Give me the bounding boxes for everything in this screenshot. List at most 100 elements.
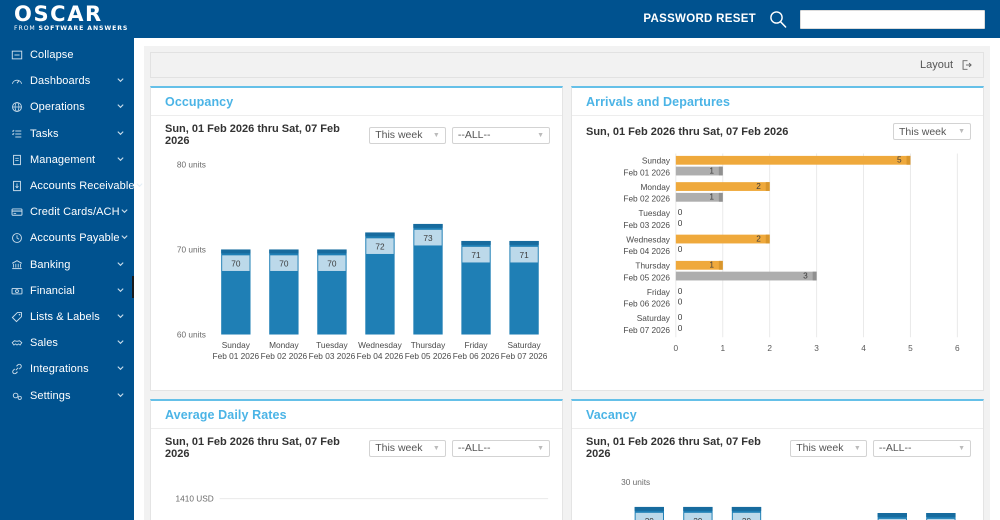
svg-text:Sunday: Sunday <box>222 340 251 350</box>
search-input[interactable] <box>800 9 985 29</box>
svg-text:0: 0 <box>674 343 679 353</box>
chevron-down-icon: ▼ <box>432 131 440 139</box>
sidebar-item-sales[interactable]: Sales <box>0 330 134 356</box>
sidebar-collapse-label: Collapse <box>30 49 74 62</box>
svg-text:Feb 04 2026: Feb 04 2026 <box>623 246 670 256</box>
dashboard-frame: Layout Occupancy Sun, 01 Feb 2026 thru S… <box>144 46 990 520</box>
chevron-down-icon <box>120 206 130 218</box>
svg-text:Wednesday: Wednesday <box>626 234 671 244</box>
arrivals-controls: Sun, 01 Feb 2026 thru Sat, 07 Feb 2026 T… <box>572 116 983 144</box>
sidebar-item-collapse[interactable]: Collapse <box>0 42 134 68</box>
svg-text:29: 29 <box>742 516 752 520</box>
collapse-icon <box>9 49 24 61</box>
sidebar-item-operations[interactable]: Operations <box>0 94 134 120</box>
clock-money-icon <box>9 232 24 244</box>
vacancy-chart[interactable]: 30 units2929292828 <box>582 464 973 520</box>
sidebar-label: Credit Cards/ACH <box>30 206 120 219</box>
panel-title-occupancy: Occupancy <box>151 88 562 116</box>
sidebar-item-settings[interactable]: Settings <box>0 382 134 408</box>
svg-text:Feb 05 2026: Feb 05 2026 <box>623 272 670 282</box>
svg-text:Sunday: Sunday <box>642 156 671 166</box>
svg-text:0: 0 <box>678 218 683 228</box>
adr-chart-area: 1410 USD1400 USD1399.251403.361403.36140… <box>151 464 562 520</box>
svg-text:Feb 01 2026: Feb 01 2026 <box>213 351 260 361</box>
occupancy-period-value: This week <box>375 129 423 141</box>
sidebar-item-financial[interactable]: Financial <box>0 278 134 304</box>
password-reset-link[interactable]: PASSWORD RESET <box>643 13 756 25</box>
svg-text:Thursday: Thursday <box>411 340 446 350</box>
adr-chart[interactable]: 1410 USD1400 USD1399.251403.361403.36140… <box>161 464 552 520</box>
sidebar-item-tasks[interactable]: Tasks <box>0 121 134 147</box>
svg-text:Feb 04 2026: Feb 04 2026 <box>357 351 404 361</box>
chevron-down-icon <box>116 101 126 113</box>
chevron-down-icon <box>135 180 145 192</box>
panel-occupancy: Occupancy Sun, 01 Feb 2026 thru Sat, 07 … <box>150 86 563 391</box>
chevron-down-icon <box>116 363 126 375</box>
adr-controls: Sun, 01 Feb 2026 thru Sat, 07 Feb 2026 T… <box>151 429 562 464</box>
sidebar-label: Settings <box>30 389 71 402</box>
chevron-down-icon: ▼ <box>958 444 965 452</box>
top-header-bar: OSCAR FROM SOFTWARE ANSWERS PASSWORD RES… <box>0 0 1000 38</box>
svg-text:1: 1 <box>709 165 714 175</box>
vacancy-period-select[interactable]: This week ▼ <box>790 439 867 457</box>
svg-text:29: 29 <box>693 516 703 520</box>
export-arrow-icon[interactable] <box>961 59 973 71</box>
sidebar-item-accounts-receivable[interactable]: Accounts Receivable <box>0 173 143 199</box>
invoice-in-icon <box>9 180 24 192</box>
sidebar-label: Accounts Payable <box>30 232 120 245</box>
svg-text:5: 5 <box>908 343 913 353</box>
svg-text:Feb 06 2026: Feb 06 2026 <box>453 351 500 361</box>
search-icon[interactable] <box>768 9 788 29</box>
svg-text:Feb 02 2026: Feb 02 2026 <box>623 194 670 204</box>
adr-property-select[interactable]: --ALL-- ▼ <box>451 439 550 457</box>
brand-name: OSCAR <box>14 2 103 26</box>
task-list-icon <box>9 128 24 140</box>
svg-text:Feb 01 2026: Feb 01 2026 <box>623 167 670 177</box>
svg-text:Tuesday: Tuesday <box>316 340 348 350</box>
svg-text:0: 0 <box>678 244 683 254</box>
chevron-down-icon: ▼ <box>958 128 965 135</box>
svg-text:70: 70 <box>279 259 289 269</box>
svg-text:2: 2 <box>756 233 761 243</box>
gears-icon <box>9 390 24 402</box>
sidebar-item-dashboards[interactable]: Dashboards <box>0 68 134 94</box>
arrivals-period-select[interactable]: This week ▼ <box>893 123 971 140</box>
sidebar-item-lists-labels[interactable]: Lists & Labels <box>0 304 134 330</box>
brand-logo[interactable]: OSCAR FROM SOFTWARE ANSWERS <box>0 2 134 33</box>
sidebar-item-banking[interactable]: Banking <box>0 252 134 278</box>
sidebar-item-integrations[interactable]: Integrations <box>0 356 134 382</box>
svg-text:1: 1 <box>720 343 725 353</box>
sidebar-item-accounts-payable[interactable]: Accounts Payable <box>0 225 134 251</box>
sidebar-navigation: Collapse Dashboards Operations <box>0 38 143 520</box>
vacancy-property-select[interactable]: --ALL-- ▼ <box>872 439 971 457</box>
occupancy-property-select[interactable]: --ALL-- ▼ <box>451 126 550 144</box>
layout-button[interactable]: Layout <box>919 59 953 71</box>
svg-text:29: 29 <box>645 516 655 520</box>
chevron-down-icon <box>116 337 126 349</box>
adr-date-range: Sun, 01 Feb 2026 thru Sat, 07 Feb 2026 <box>165 436 340 460</box>
panel-title-arrivals: Arrivals and Departures <box>572 88 983 116</box>
svg-text:Feb 02 2026: Feb 02 2026 <box>261 351 308 361</box>
chevron-down-icon <box>116 259 126 271</box>
svg-text:3: 3 <box>814 343 819 353</box>
svg-text:2: 2 <box>767 343 772 353</box>
chevron-down-icon <box>120 232 130 244</box>
sidebar-label: Integrations <box>30 363 89 376</box>
svg-text:80 units: 80 units <box>177 159 206 169</box>
svg-text:0: 0 <box>678 297 683 307</box>
sidebar-scroll-indicator[interactable] <box>132 276 134 298</box>
occupancy-period-select[interactable]: This week ▼ <box>369 126 446 144</box>
sidebar-item-management[interactable]: Management <box>0 147 134 173</box>
vacancy-controls: Sun, 01 Feb 2026 thru Sat, 07 Feb 2026 T… <box>572 429 983 464</box>
arrivals-chart-area: 0 1 2 3 4 5 6 Sunday Feb 01 2026 5 1 Monday Feb 02 2… <box>572 144 983 382</box>
sidebar-item-credit-cards-ach[interactable]: Credit Cards/ACH <box>0 199 134 225</box>
arrivals-date-range: Sun, 01 Feb 2026 thru Sat, 07 Feb 2026 <box>586 125 789 138</box>
adr-period-select[interactable]: This week ▼ <box>369 439 446 457</box>
bank-icon <box>9 259 24 271</box>
panel-arrivals-departures: Arrivals and Departures Sun, 01 Feb 2026… <box>571 86 984 391</box>
chevron-down-icon: ▼ <box>432 444 440 452</box>
sidebar-label: Management <box>30 153 96 166</box>
vacancy-period-value: This week <box>796 442 844 454</box>
